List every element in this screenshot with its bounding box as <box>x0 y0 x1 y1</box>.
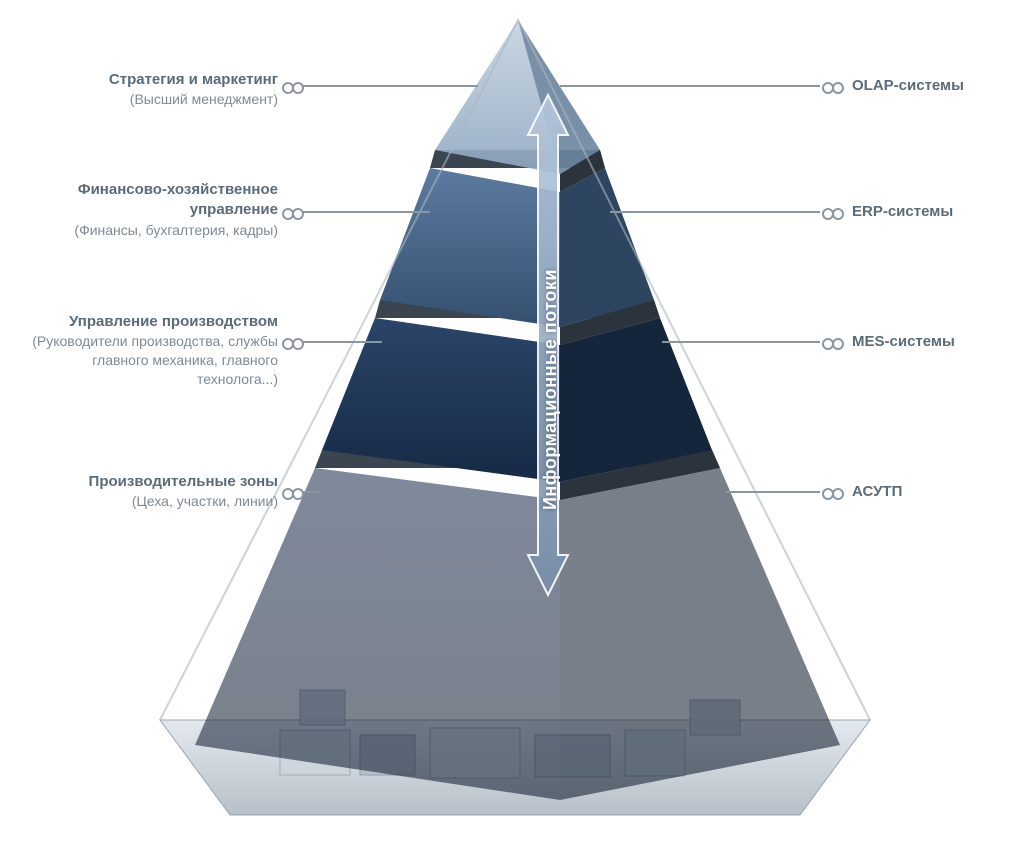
right-label-1: OLAP-системы <box>852 76 1012 96</box>
pyramid <box>0 0 1018 841</box>
right-label-2-title: ERP-системы <box>852 202 1012 222</box>
right-bullet-4 <box>822 488 842 496</box>
tier-1 <box>435 20 600 174</box>
left-label-4: Производительные зоны (Цеха, участки, ли… <box>18 472 278 511</box>
tier-2 <box>380 150 654 327</box>
left-bullet-1 <box>282 82 302 90</box>
right-bullet-1 <box>822 82 842 90</box>
left-bullet-2 <box>282 208 302 216</box>
tier-4 <box>195 450 840 800</box>
right-label-3: MES-системы <box>852 332 1012 352</box>
left-label-3-title: Управление производством <box>8 312 278 332</box>
right-label-4: АСУТП <box>852 482 1012 502</box>
left-label-2-sub: (Финансы, бухгалтерия, кадры) <box>8 221 278 240</box>
tier-3 <box>322 300 712 482</box>
right-bullet-2 <box>822 208 842 216</box>
left-bullet-4 <box>282 488 302 496</box>
right-label-3-title: MES-системы <box>852 332 1012 352</box>
left-label-2: Финансово-хозяйственное управление (Фина… <box>8 180 278 239</box>
left-label-1-title: Стратегия и маркетинг <box>18 70 278 90</box>
left-label-4-sub: (Цеха, участки, линии) <box>18 492 278 511</box>
left-label-4-title: Производительные зоны <box>18 472 278 492</box>
left-label-2-title: Финансово-хозяйственное управление <box>8 180 278 221</box>
right-label-4-title: АСУТП <box>852 482 1012 502</box>
left-label-1-sub: (Высший менеджмент) <box>18 90 278 109</box>
right-label-1-title: OLAP-системы <box>852 76 1012 96</box>
left-label-1: Стратегия и маркетинг (Высший менеджмент… <box>18 70 278 109</box>
left-label-3: Управление производством (Руководители п… <box>8 312 278 389</box>
arrow-label: Информационные потоки <box>540 190 561 510</box>
left-label-3-sub: (Руководители производства, службы главн… <box>8 332 278 389</box>
left-bullet-3 <box>282 338 302 346</box>
right-label-2: ERP-системы <box>852 202 1012 222</box>
right-bullet-3 <box>822 338 842 346</box>
